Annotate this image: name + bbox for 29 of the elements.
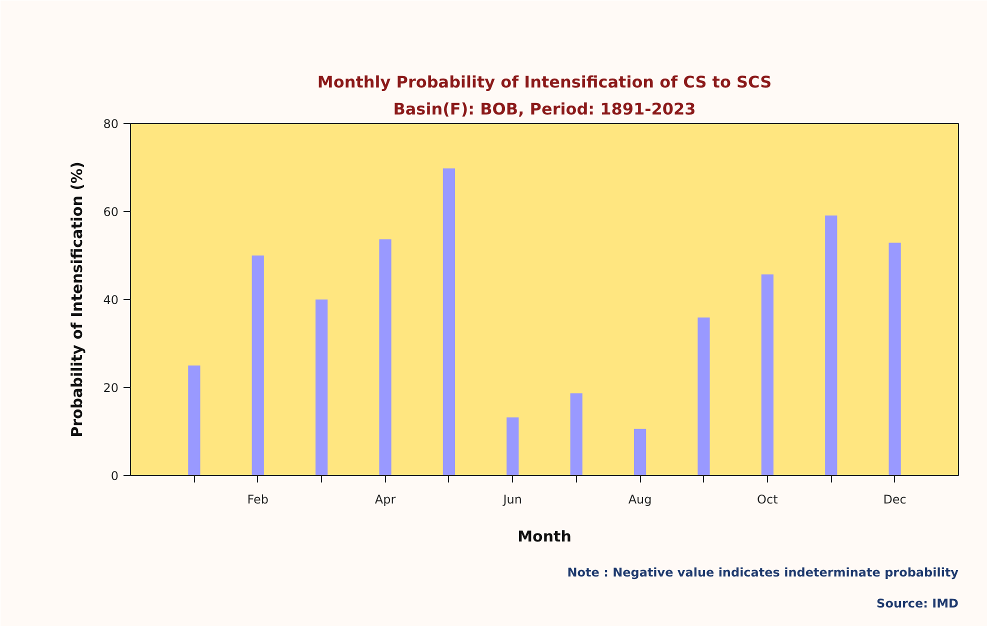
text: Note : Negative value indicates indeterminate probability [567, 566, 959, 580]
bar [698, 318, 710, 476]
bar [442, 168, 456, 476]
bar [888, 242, 901, 476]
source-note: Source: IMD [876, 596, 959, 610]
bar [506, 417, 519, 476]
chart-subtitle: Basin(F): BOB, Period: 1891-2023 [393, 100, 696, 118]
x-tick-label: Oct [757, 492, 778, 506]
bar [252, 256, 264, 476]
y-tick-label: 80 [103, 117, 119, 131]
x-axis-title: Month [518, 528, 572, 546]
x-tick-label: Feb [247, 492, 269, 506]
chart-title: Monthly Probability of Intensification of CS to SCS [317, 72, 772, 92]
x-tick-label: Dec [883, 492, 906, 506]
x-tick-label: Apr [374, 492, 396, 506]
y-axis-title: Probability of Intensification (%) [68, 162, 86, 438]
bar [761, 274, 774, 476]
y-tick-label: 60 [103, 205, 119, 219]
bar [316, 300, 328, 476]
bar [379, 239, 392, 476]
y-tick-label: 0 [110, 469, 119, 483]
y-tick-label: 20 [103, 381, 119, 395]
x-tick-label: Aug [628, 492, 652, 506]
bar [634, 428, 646, 476]
bar [825, 215, 838, 476]
x-tick-label: Jun [502, 492, 522, 506]
y-tick-label: 40 [103, 293, 119, 307]
bar [570, 393, 582, 476]
bar [188, 366, 200, 476]
